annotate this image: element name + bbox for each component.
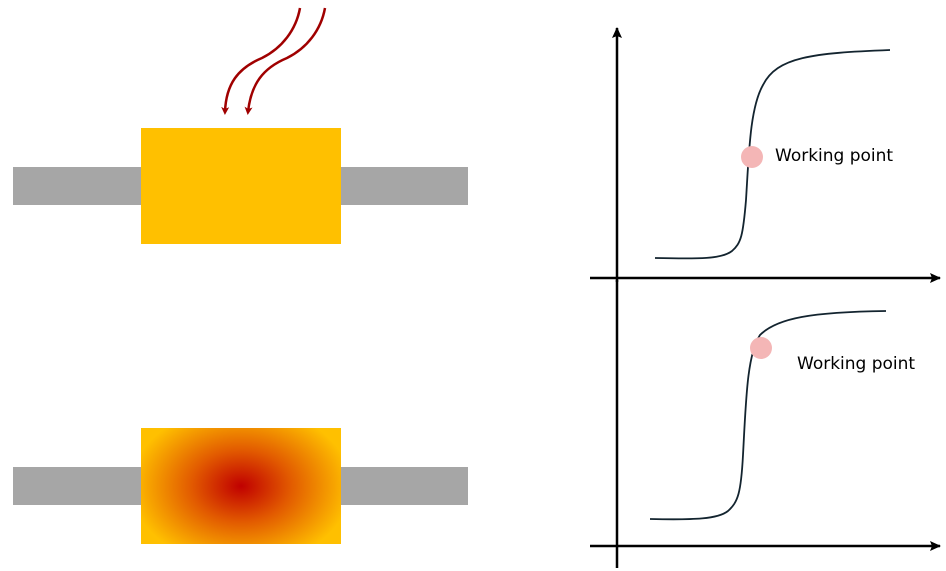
- bottom-working-point-label: Working point: [797, 354, 916, 374]
- bottom-device-heated-block: [141, 428, 341, 544]
- bottom-working-point-marker: [750, 337, 772, 359]
- bottom-plot-curve: [649, 310, 887, 521]
- top-working-point-marker: [741, 146, 763, 168]
- top-device-block: [141, 128, 341, 244]
- bottom-right-lead: [340, 467, 468, 505]
- top-right-lead: [340, 167, 468, 205]
- top-plot-curve: [654, 49, 891, 260]
- heat-arrow-right: [244, 7, 327, 115]
- top-working-point-label: Working point: [775, 146, 894, 166]
- top-left-lead: [13, 167, 142, 205]
- bottom-left-lead: [13, 467, 142, 505]
- heat-arrow-left: [221, 7, 302, 115]
